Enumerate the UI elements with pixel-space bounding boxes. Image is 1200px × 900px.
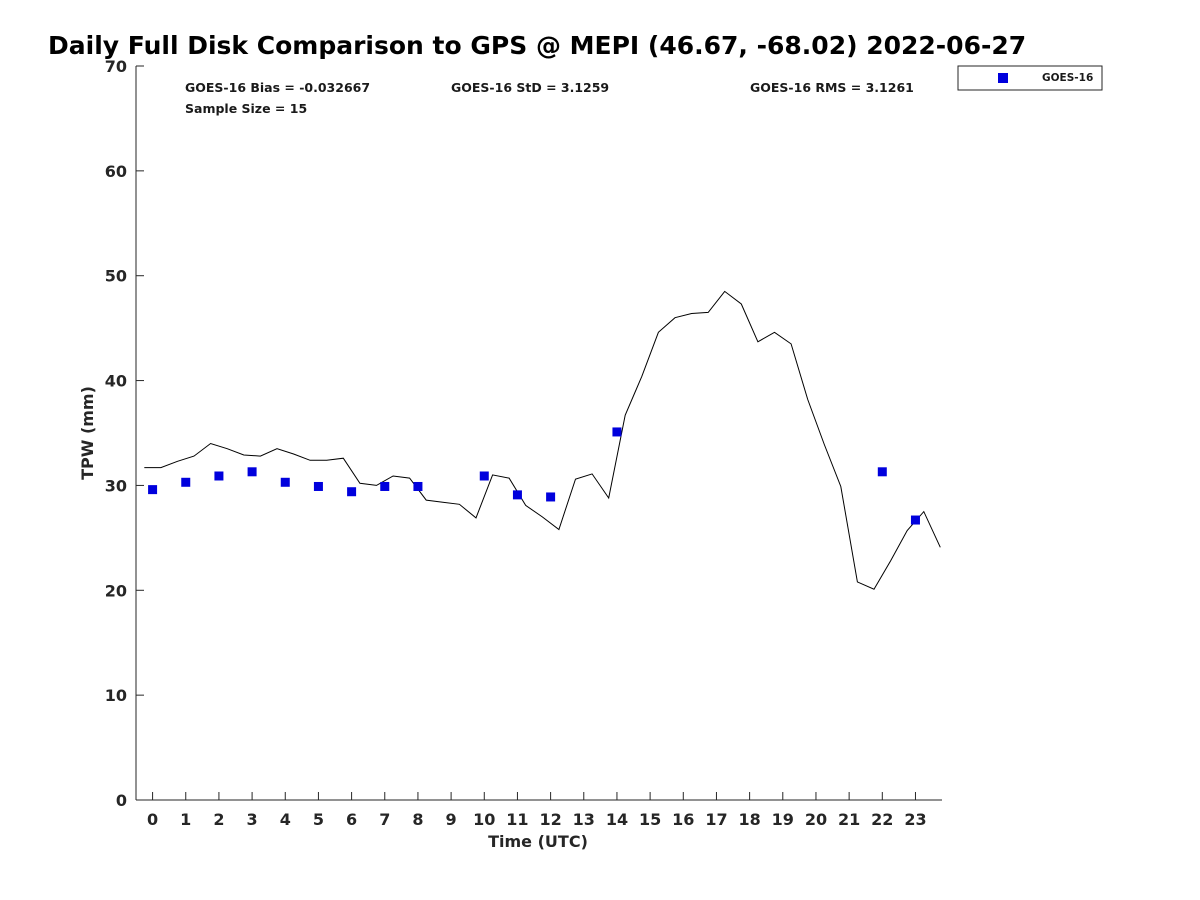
x-tick-label: 12 [539,810,561,829]
y-tick-label: 50 [105,267,127,286]
x-tick-label: 3 [247,810,258,829]
chart-title: Daily Full Disk Comparison to GPS @ MEPI… [48,31,1026,60]
x-tick-label: 1 [180,810,191,829]
x-tick-label: 13 [573,810,595,829]
y-tick-label: 10 [105,686,127,705]
x-tick-label: 23 [904,810,926,829]
x-tick-label: 8 [412,810,423,829]
legend-marker-goes-16 [998,73,1008,83]
goes-16-point [479,471,489,481]
series-layer [144,290,941,590]
goes-16-point [214,471,224,481]
y-axis-label: TPW (mm) [78,386,97,480]
x-tick-label: 21 [838,810,860,829]
x-ticks: 0 1 2 3 4 5 6 7 8 9 10 11 12 13 14 15 16 17 18 19 20 21 22 23 [147,792,927,829]
goes-16-point [512,490,522,500]
x-axis-label: Time (UTC) [488,832,588,851]
x-tick-label: 10 [473,810,495,829]
x-tick-label: 5 [313,810,324,829]
stat-std: GOES-16 StD = 3.1259 [451,80,609,95]
goes-16-point [612,427,622,437]
x-tick-label: 17 [705,810,727,829]
goes-16-point [347,487,357,497]
x-tick-label: 0 [147,810,158,829]
legend-label-goes-16: GOES-16 [1042,72,1093,84]
x-tick-label: 6 [346,810,357,829]
y-tick-label: 70 [105,57,127,76]
y-tick-label: 40 [105,372,127,391]
x-tick-label: 4 [280,810,291,829]
gps-line [144,290,941,590]
goes-16-point [313,481,323,491]
stat-rms: GOES-16 RMS = 3.1261 [750,80,914,95]
goes-16-point [247,467,257,477]
x-tick-label: 9 [446,810,457,829]
stats-annotations: GOES-16 Bias = -0.032667 GOES-16 StD = 3… [185,80,914,116]
x-tick-label: 2 [213,810,224,829]
goes-16-point [877,467,887,477]
goes-16-point [181,477,191,487]
goes-16-point [148,485,158,495]
x-tick-label: 19 [772,810,794,829]
y-tick-label: 60 [105,162,127,181]
goes-16-point [280,477,290,487]
x-tick-label: 20 [805,810,827,829]
legend: GOES-16 [957,65,1103,91]
x-tick-label: 14 [606,810,628,829]
stat-sample-size: Sample Size = 15 [185,101,307,116]
x-tick-label: 15 [639,810,661,829]
y-tick-label: 0 [116,791,127,810]
y-ticks: 0 10 20 30 40 50 60 70 [105,57,144,810]
goes-16-point [910,515,920,525]
y-tick-label: 20 [105,581,127,600]
x-tick-label: 22 [871,810,893,829]
x-tick-label: 18 [738,810,760,829]
y-tick-label: 30 [105,476,127,495]
legend-box [957,65,1103,91]
x-tick-label: 11 [506,810,528,829]
x-tick-label: 16 [672,810,694,829]
x-tick-label: 7 [379,810,390,829]
stat-bias: GOES-16 Bias = -0.032667 [185,80,370,95]
goes-16-point [380,481,390,491]
goes-16-point [413,481,423,491]
goes-16-point [546,492,556,502]
